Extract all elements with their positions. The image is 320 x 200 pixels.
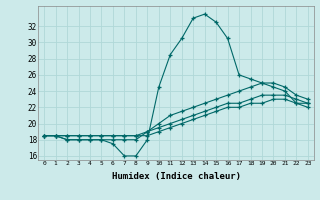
- X-axis label: Humidex (Indice chaleur): Humidex (Indice chaleur): [111, 172, 241, 181]
